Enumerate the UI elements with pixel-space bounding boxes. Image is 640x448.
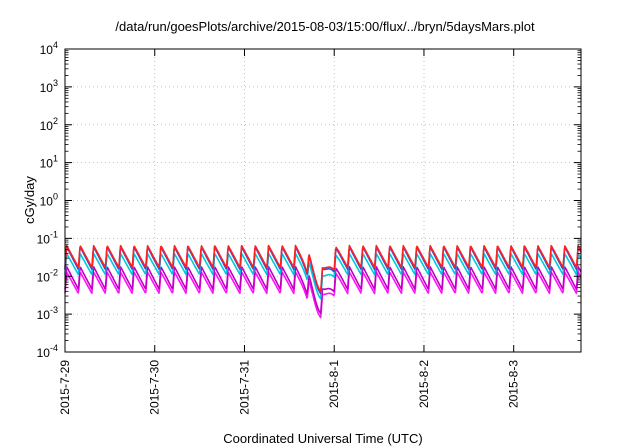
y-axis-label: cGy/day [22,176,37,224]
y-tick-label: 10-1 [37,229,58,246]
series-line [64,244,582,293]
x-tick-label: 2015-8-2 [417,360,431,408]
y-tick-label: 10-3 [37,305,58,322]
x-tick-labels: 2015-7-29 2015-7-30 2015-7-31 2015-8-1 2015-… [58,360,521,415]
chart-title: /data/run/goesPlots/archive/2015-08-03/1… [115,19,535,34]
series-group [64,244,582,319]
series-line [64,252,582,300]
y-tick-label: 102 [40,116,58,133]
y-tick-label: 103 [40,78,58,95]
y-tick-label: 10-4 [37,343,58,360]
y-tick-label: 100 [40,192,58,209]
series-line [64,265,582,315]
ticks [64,48,581,353]
x-tick-label: 2015-7-30 [148,360,162,415]
plot-frame [64,48,582,353]
x-axis-label: Coordinated Universal Time (UTC) [223,431,422,446]
grid [65,49,581,352]
x-tick-label: 2015-8-1 [327,360,341,408]
y-tick-labels: 10-4 10-3 10-2 10-1 100 101 102 103 104 [37,40,58,360]
x-tick-label: 2015-7-31 [237,360,251,415]
x-tick-label: 2015-7-29 [58,360,72,415]
series-line [64,271,582,319]
y-tick-label: 101 [40,154,58,171]
y-tick-label: 104 [40,40,58,57]
y-tick-label: 10-2 [37,267,58,284]
x-tick-label: 2015-8-3 [507,360,521,408]
